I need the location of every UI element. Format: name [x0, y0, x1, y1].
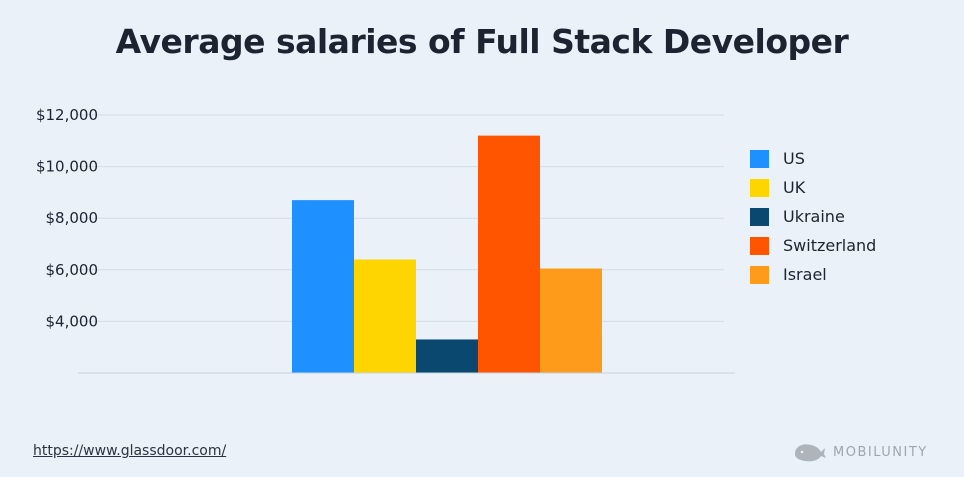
source-link[interactable]: https://www.glassdoor.com/ [33, 443, 227, 459]
y-axis-ticks: $4,000 $6,000 $8,000 $10,000 $12,000 [36, 106, 98, 330]
legend-swatch [750, 149, 769, 168]
y-tick-label: $12,000 [36, 106, 98, 124]
legend-swatch [750, 265, 769, 284]
legend: US UK Ukraine Switzerland Israel [750, 144, 876, 289]
y-tick-label: $6,000 [46, 261, 99, 279]
brand-logo: MOBILUNITY [793, 440, 928, 464]
y-tick-label: $4,000 [46, 312, 99, 330]
legend-swatch [750, 207, 769, 226]
legend-item-us: US [750, 144, 876, 173]
brand-name: MOBILUNITY [833, 444, 928, 460]
legend-label: Switzerland [783, 236, 877, 255]
legend-item-switzerland: Switzerland [750, 231, 876, 260]
bar-us [292, 200, 354, 373]
bar-ukraine [416, 339, 478, 373]
legend-swatch [750, 178, 769, 197]
legend-label: Ukraine [783, 207, 845, 226]
legend-item-ukraine: Ukraine [750, 202, 876, 231]
legend-item-israel: Israel [750, 260, 876, 289]
legend-label: US [783, 149, 805, 168]
y-tick-label: $10,000 [36, 158, 98, 176]
bars [292, 135, 602, 373]
chart-title: Average salaries of Full Stack Developer [115, 22, 849, 61]
whale-logo-icon [795, 444, 826, 462]
bar-switzerland [478, 135, 540, 373]
legend-item-uk: UK [750, 173, 876, 202]
bar-uk [354, 259, 416, 373]
legend-label: Israel [783, 265, 827, 284]
legend-swatch [750, 236, 769, 255]
bar-israel [540, 268, 602, 373]
y-tick-label: $8,000 [46, 209, 99, 227]
legend-label: UK [783, 178, 806, 197]
